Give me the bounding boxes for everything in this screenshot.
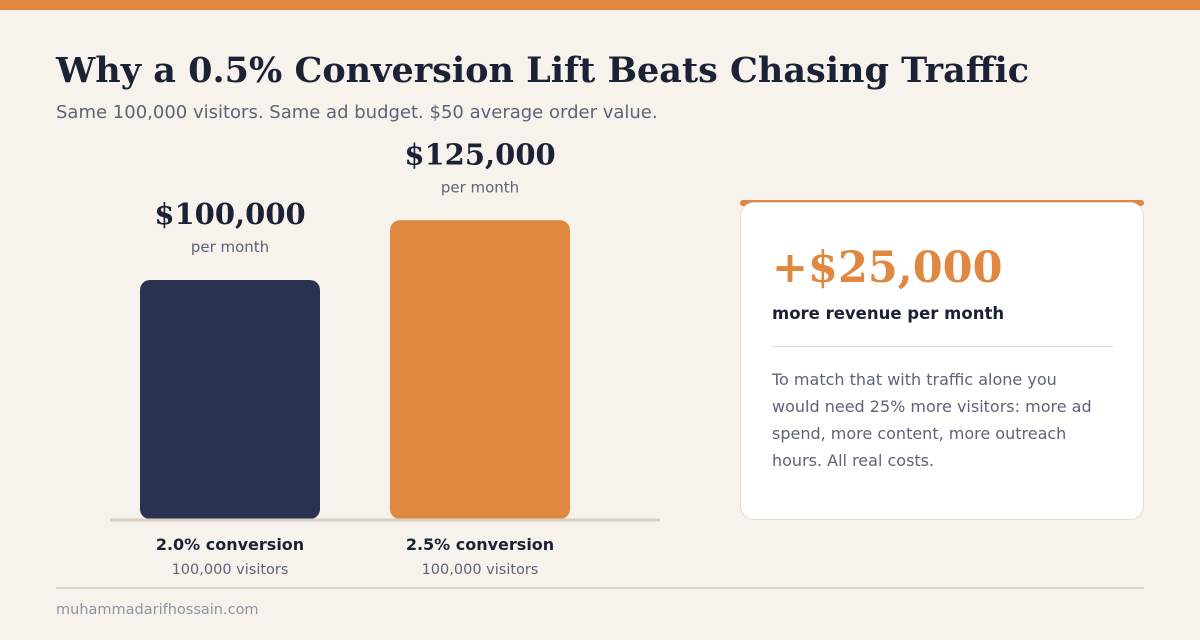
top-accent-bar bbox=[0, 0, 1200, 10]
card-divider bbox=[772, 346, 1113, 347]
revenue-bar-chart: $100,000 per month 2.0% conversion 100,000 … bbox=[110, 137, 660, 578]
category-sublabel-1: 100,000 visitors bbox=[172, 562, 289, 578]
footer-site: muhammadarifhossain.com bbox=[56, 602, 259, 618]
footer-divider bbox=[56, 587, 1144, 589]
bar-value-unit-2: per month bbox=[441, 178, 519, 196]
revenue-difference-card: +$25,000 more revenue per month To match… bbox=[740, 202, 1144, 520]
card-explanation: To match that with traffic alone you wou… bbox=[772, 370, 1092, 470]
bar-1 bbox=[140, 280, 320, 519]
category-sublabel-2: 100,000 visitors bbox=[422, 562, 539, 578]
bar-value-label-2: $125,000 bbox=[404, 137, 555, 171]
bar-value-unit-1: per month bbox=[191, 238, 269, 256]
bar-2 bbox=[390, 220, 570, 519]
page-subtitle: Same 100,000 visitors. Same ad budget. $… bbox=[56, 102, 658, 123]
revenue-difference-value: +$25,000 bbox=[772, 243, 1003, 293]
bar-value-label-1: $100,000 bbox=[154, 197, 305, 231]
revenue-difference-label: more revenue per month bbox=[772, 304, 1005, 323]
page-title: Why a 0.5% Conversion Lift Beats Chasing… bbox=[56, 50, 1030, 91]
category-label-2: 2.5% conversion bbox=[406, 535, 554, 554]
category-label-1: 2.0% conversion bbox=[156, 535, 304, 554]
